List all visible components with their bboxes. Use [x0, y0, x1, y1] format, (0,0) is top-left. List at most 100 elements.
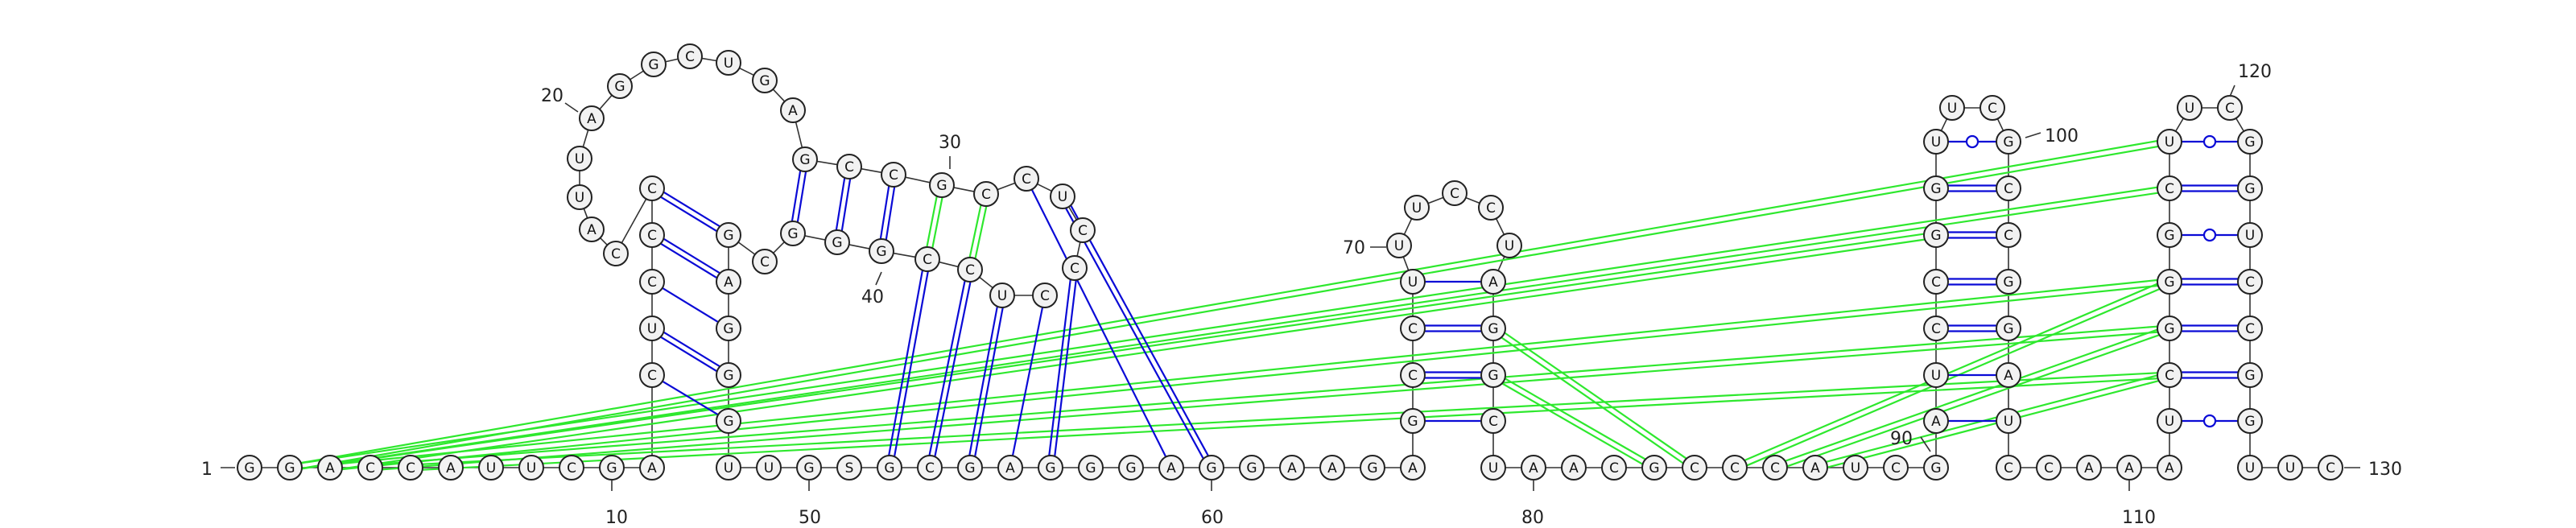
nucleotide-b30: A: [1521, 455, 1546, 481]
nucleotide-circle: [438, 455, 464, 481]
backbone-segment: [905, 176, 931, 184]
nucleotide-circle: [1050, 184, 1075, 209]
nucleotide-base: G: [723, 368, 733, 384]
nucleotide-base: U: [1394, 238, 1404, 254]
nucleotide-circle: [1480, 362, 1506, 388]
nucleotide-h5r0: G: [2237, 408, 2263, 434]
base-pair-line: [1054, 280, 1077, 456]
label-70: 70: [1343, 238, 1365, 258]
nucleotide-b32: C: [1601, 455, 1627, 481]
nucleotide-l5_0: U: [2177, 95, 2202, 121]
tertiary-pair-line: [1826, 374, 2157, 463]
base-pair-line: [796, 171, 807, 222]
tertiary-pair-line: [1827, 380, 2159, 468]
nucleotide-base: A: [1931, 414, 1941, 430]
nucleotide-base: C: [1690, 460, 1699, 476]
nucleotide-circle: [237, 455, 262, 481]
label-tick: [2025, 132, 2041, 138]
nucleotide-h5l3: G: [2157, 269, 2182, 295]
base-pair-line: [968, 306, 998, 456]
nucleotide-base: U: [724, 56, 733, 72]
nucleotide-h4l2: C: [1923, 316, 1949, 341]
nucleotide-base: C: [1609, 460, 1619, 476]
nucleotide-h5l0: U: [2157, 408, 2182, 434]
nucleotide-base: C: [406, 460, 415, 476]
nucleotide-base: A: [1287, 460, 1297, 476]
tertiary-pair-line: [301, 186, 2157, 464]
nucleotide-l3_2: C: [1442, 180, 1468, 206]
nucleotide-base: G: [614, 79, 625, 95]
label-60: 60: [1201, 508, 1224, 528]
nucleotide-circle: [1032, 283, 1058, 308]
nucleotide-base: A: [2084, 460, 2094, 476]
nucleotide-base: A: [1488, 274, 1498, 291]
label-120: 120: [2238, 62, 2272, 82]
backbone-segment: [848, 244, 870, 250]
nucleotide-h4l0: A: [1923, 408, 1949, 434]
nucleotide-circle: [1641, 455, 1667, 481]
nucleotide-base: G: [2244, 181, 2255, 197]
nucleotide-circle: [2036, 455, 2062, 481]
tertiary-pair-line: [1501, 382, 1643, 465]
base-pair-line: [663, 331, 720, 368]
nucleotide-h2u4: C: [973, 181, 999, 207]
nucleotide-b42: C: [2036, 455, 2062, 481]
label-100: 100: [2045, 126, 2079, 146]
base-pair-line: [791, 171, 802, 221]
nucleotide-h2l3: G: [869, 238, 894, 264]
nucleotide-h2l5: C: [957, 257, 983, 283]
nucleotide-circle: [518, 455, 544, 481]
nucleotide-circle: [1923, 408, 1949, 434]
nucleotide-circle: [780, 97, 806, 123]
nucleotide-circle: [1996, 362, 2021, 388]
tertiary-pair-line: [931, 197, 943, 249]
nucleotide-circle: [1802, 455, 1828, 481]
nucleotide-b0: G: [237, 455, 262, 481]
nucleotide-base: G: [244, 460, 254, 476]
tertiary-pair-line: [302, 145, 2159, 469]
tertiary-pair-line: [342, 284, 2158, 471]
tertiary-pair-line: [1785, 328, 2158, 462]
nucleotide-circle: [357, 455, 383, 481]
nucleotide-circle: [716, 408, 741, 434]
nucleotide-base: G: [2003, 321, 2013, 337]
nucleotide-h4r6: G: [1996, 129, 2021, 155]
base-pair-line: [660, 242, 717, 279]
nucleotide-l1_5: G: [641, 52, 667, 77]
label-80: 80: [1521, 508, 1544, 528]
base-pair-line: [1011, 307, 1044, 456]
nucleotide-h5l4: G: [2157, 222, 2182, 248]
nucleotide-h4r5: C: [1996, 175, 2021, 201]
nucleotide-b13: G: [796, 455, 822, 481]
nucleotide-circle: [1400, 362, 1426, 388]
nucleotide-l4_0: U: [1939, 95, 1965, 121]
nucleotide-b5: A: [438, 455, 464, 481]
nucleotide-circle: [639, 362, 665, 388]
nucleotide-h4l1: U: [1923, 362, 1949, 388]
backbone-segment: [772, 89, 786, 102]
nucleotide-circle: [2237, 408, 2263, 434]
nucleotide-circle: [1158, 455, 1184, 481]
nucleotide-h3r2: G: [1480, 316, 1506, 341]
nucleotide-circle: [1480, 455, 1506, 481]
nucleotide-circle: [478, 455, 504, 481]
nucleotide-base: G: [1649, 460, 1659, 476]
backbone-segment: [1403, 218, 1413, 235]
nucleotide-base: C: [1931, 274, 1941, 291]
label-end: 130: [2368, 460, 2402, 480]
nucleotide-base: U: [1931, 368, 1941, 384]
nucleotide-circle: [1496, 233, 1522, 258]
nucleotide-b23: G: [1199, 455, 1224, 481]
position-label-layer: 1 130 10 20 30 40 50 60 70 80 90 100 110…: [201, 62, 2402, 528]
nucleotide-circle: [2237, 129, 2263, 155]
base-pair-line: [1030, 188, 1167, 458]
nucleotide-h3r1: G: [1480, 362, 1506, 388]
tertiary-pair-line: [302, 192, 2158, 470]
tertiary-pair-line: [1786, 334, 2160, 468]
nucleotide-b15: G: [877, 455, 902, 481]
nucleotide-base: U: [647, 321, 657, 337]
nucleotide-base: C: [1450, 186, 1459, 202]
nucleotide-circle: [2076, 455, 2102, 481]
nucleotide-base: C: [844, 159, 854, 175]
nucleotide-b39: C: [1883, 455, 1909, 481]
